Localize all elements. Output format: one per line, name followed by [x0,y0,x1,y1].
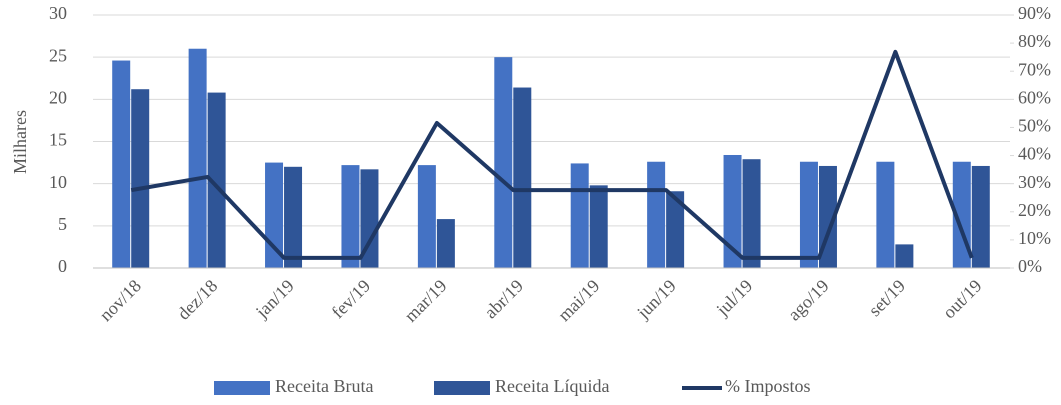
y2-tick-label: 0% [1018,256,1042,276]
bar [284,166,303,268]
y2-tick-label: 90% [1018,3,1051,23]
bar [112,60,131,268]
bar [799,161,818,268]
y2-tick-label: 70% [1018,59,1051,79]
legend-label: % Impostos [725,376,811,396]
y-tick-label: 15 [49,130,67,150]
legend-swatch [214,381,270,395]
x-tick-label: nov/18 [95,276,145,326]
y2-tick-label: 60% [1018,87,1051,107]
y-tick-label: 10 [49,172,67,192]
x-tick-label: out/19 [939,276,986,323]
y-tick-label: 30 [49,3,67,23]
x-tick-label: mai/19 [554,276,603,325]
x-tick-label: fev/19 [328,276,375,323]
y-tick-label: 25 [49,45,67,65]
bar [360,169,379,268]
x-tick-label: ago/19 [784,276,833,325]
x-tick-label: jul/19 [712,276,757,321]
x-tick-label: jan/19 [251,276,298,323]
bar [436,219,455,268]
legend-label: Receita Líquida [495,376,609,396]
line [130,49,974,260]
bar [666,191,685,268]
bar [742,159,761,268]
y2-tick-label: 20% [1018,200,1051,220]
bar [876,161,895,268]
bar [417,165,436,268]
y-tick-label: 20 [49,87,67,107]
bar [723,154,742,268]
y-tick-label: 0 [58,256,67,276]
y2-tick-label: 30% [1018,172,1051,192]
x-tick-label: mar/19 [400,276,450,326]
y-tick-label: 5 [58,214,67,234]
x-tick-label: dez/18 [173,276,221,324]
y2-tick-label: 80% [1018,31,1051,51]
x-tick-label: set/19 [865,276,910,321]
bar [341,165,360,268]
bar [647,161,666,268]
y2-tick-label: 40% [1018,144,1051,164]
legend-label: Receita Bruta [275,376,373,396]
bar [494,57,513,268]
x-tick-label: abr/19 [480,276,527,323]
bar [895,244,914,268]
bar [570,163,589,268]
y2-tick-label: 10% [1018,228,1051,248]
x-tick-label: jun/19 [632,276,679,323]
y2-tick-label: 50% [1018,116,1051,136]
legend-swatch [434,381,490,395]
bar [971,165,990,268]
bar [188,48,207,268]
bar [207,92,226,268]
bar [589,185,608,268]
bar [131,89,150,268]
bar [513,87,532,268]
y-axis-title: Milhares [10,110,30,174]
